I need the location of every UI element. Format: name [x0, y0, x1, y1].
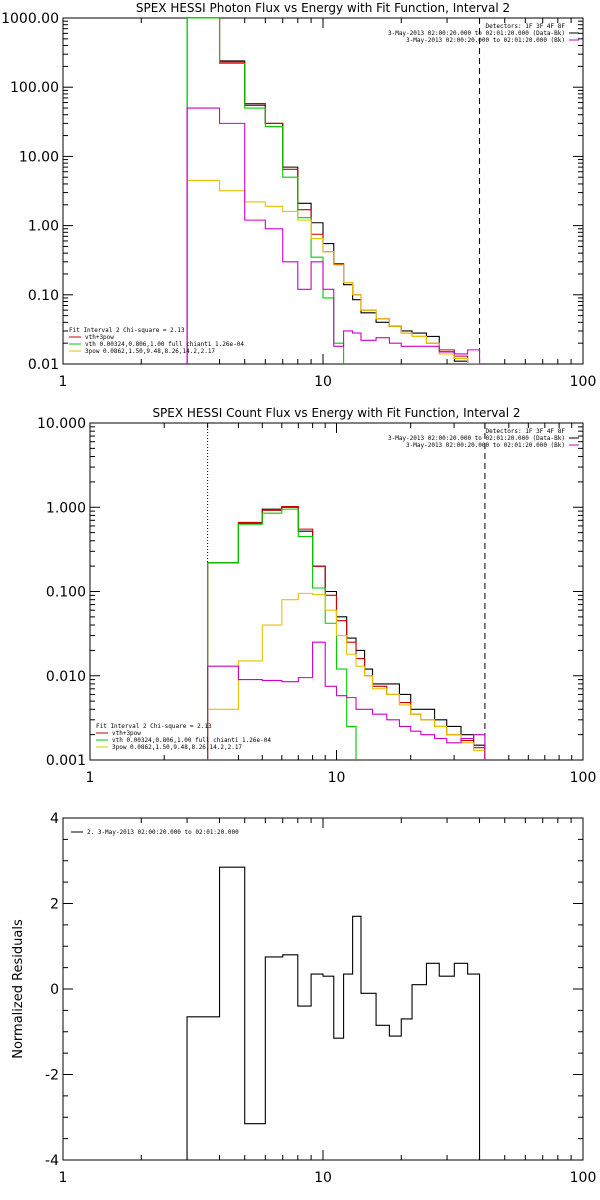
x-tick-label: 10	[314, 374, 332, 390]
y-tick-label: 0.01	[28, 357, 59, 373]
y-tick-label: 0.100	[46, 585, 86, 601]
legend-entry: Detectors: 1F 3F 4F 8F	[486, 23, 566, 30]
y-tick-label: 100.00	[10, 80, 59, 96]
x-tick-label: 10	[314, 1170, 332, 1186]
legend-entry: 3-May-2013 02:00:20.000 to 02:01:20.000 …	[388, 30, 565, 37]
y-tick-label: 1.000	[46, 500, 86, 516]
y-tick-label: 1.00	[28, 219, 59, 235]
plot-3: 1 10 100 4 2 0 -2 -4 Normalized Residuals 2. 3-Ma…	[11, 811, 596, 1186]
x-tick-label: 100	[570, 770, 597, 786]
y-tick-label: 2	[50, 897, 59, 913]
legend-entry: vth 0.00324,0.806,1.00 full chianti 1.26…	[112, 737, 271, 744]
series-line-vth	[207, 508, 357, 760]
legend-entry: 3pow 0.0862,1.50,9.48,8.26,14.2,2.17	[85, 348, 215, 355]
legend-entry: vth+3pow	[85, 334, 114, 341]
plot-1: SPEX HESSI Photon Flux vs Energy with Fi…	[1, 1, 597, 390]
legend-entry: Detectors: 1F 3F 4F 8F	[486, 428, 566, 435]
legend-entry: 3-May-2013 02:00:20.000 to 02:01:20.000 …	[406, 37, 565, 44]
plot-frame	[62, 817, 584, 1161]
series-line-bk	[186, 107, 481, 364]
plot-frame	[62, 17, 584, 365]
y-tick-label: -4	[45, 1153, 59, 1169]
legend-entry: 3pow 0.0862,1.50,9.48,8.26,14.2,2.17	[112, 744, 242, 751]
legend-entry: 3-May-2013 02:00:20.000 to 02:01:20.000 …	[406, 442, 565, 449]
y-tick-label: 10.000	[37, 416, 86, 432]
y-tick-label: 10.00	[19, 149, 59, 165]
y-tick-label: 1000.00	[1, 11, 59, 27]
series-line-3pow	[207, 592, 486, 760]
y-tick-label: 0.010	[46, 669, 86, 685]
series-line-vth	[186, 18, 345, 364]
x-tick-label: 100	[570, 374, 597, 390]
chart-title: SPEX HESSI Count Flux vs Energy with Fit…	[152, 406, 520, 420]
series-line-residuals	[186, 866, 481, 1160]
legend-entry: vth+3pow	[112, 730, 141, 737]
x-tick-label: 1	[59, 374, 68, 390]
plot-2: SPEX HESSI Count Flux vs Energy with Fit…	[37, 406, 597, 786]
x-tick-label: 1	[86, 770, 95, 786]
x-tick-label: 10	[328, 770, 346, 786]
y-tick-label: 4	[50, 811, 59, 827]
legend-entry: vth 0.00324,0.806,1.00 full chianti 1.26…	[85, 341, 244, 348]
y-axis-label: Normalized Residuals	[11, 919, 26, 1059]
y-tick-label: 0	[50, 982, 59, 998]
x-tick-label: 1	[59, 1170, 68, 1186]
legend-entry: 3-May-2013 02:00:20.000 to 02:01:20.000 …	[388, 435, 565, 442]
series-line-3pow	[186, 179, 469, 364]
chart-title: SPEX HESSI Photon Flux vs Energy with Fi…	[136, 1, 510, 15]
y-tick-label: 0.001	[46, 753, 86, 769]
series-line-bk	[207, 641, 486, 760]
y-tick-label: 0.10	[28, 288, 59, 304]
x-tick-label: 100	[570, 1170, 597, 1186]
y-tick-label: -2	[45, 1068, 59, 1084]
legend-entry: 2. 3-May-2013 02:00:20.000 to 02:01:20.0…	[87, 829, 239, 836]
legend-entry: Fit Interval 2 Chi-square = 2.13	[69, 327, 185, 334]
legend-entry: Fit Interval 2 Chi-square = 2.13	[96, 723, 212, 730]
